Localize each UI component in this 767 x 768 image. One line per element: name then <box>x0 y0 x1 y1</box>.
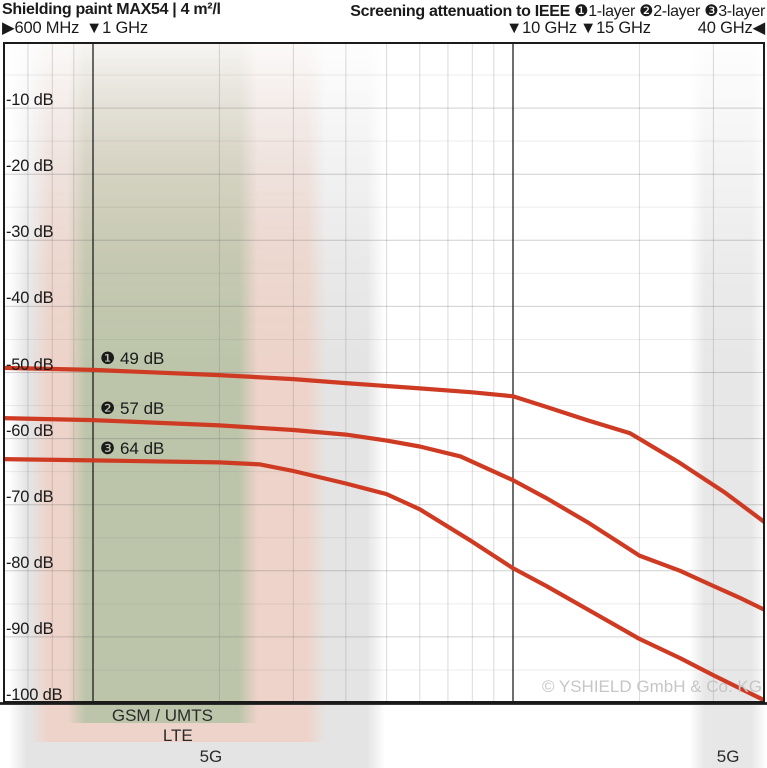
y-tick--80db: -80 dB <box>6 553 54 572</box>
band-5g-mmwave <box>689 42 767 768</box>
y-tick--50db: -50 dB <box>6 355 54 374</box>
chart-title-left: Shielding paint MAX54 | 4 m²/l <box>2 1 221 18</box>
freq-marker-1ghz: ▼1 GHz <box>86 19 148 37</box>
band-label-5g-mmwave: 5G <box>716 747 740 766</box>
chart-title-legend: ❶1-layer ❷2-layer ❸3-layer <box>574 3 765 20</box>
chart-title-right-bold: Screening attenuation to IEEE <box>350 3 575 20</box>
y-tick--60db: -60 dB <box>6 421 54 440</box>
annotation-3-layer: ❸ 64 dB <box>100 439 165 459</box>
curve-2-layer <box>3 416 765 613</box>
band-label-5g-sub-6: 5G <box>199 747 223 766</box>
band-label-lte: LTE <box>162 726 193 745</box>
y-tick--70db: -70 dB <box>6 487 54 506</box>
curve-1-layer <box>3 365 765 526</box>
freq-marker-15ghz: ▼15 GHz <box>579 19 651 37</box>
y-tick--40db: -40 dB <box>6 289 54 308</box>
y-tick--10db: -10 dB <box>6 91 54 110</box>
freq-marker-0_6ghz: ▶600 MHz <box>2 19 80 37</box>
band-gsm-umts <box>67 42 258 723</box>
y-tick--20db: -20 dB <box>6 157 54 176</box>
y-tick--30db: -30 dB <box>6 223 54 242</box>
chart-title-right: Screening attenuation to IEEE ❶1-layer ❷… <box>350 1 765 21</box>
freq-marker-10ghz: ▼10 GHz <box>506 19 577 37</box>
band-label-gsm-umts: GSM / UMTS <box>111 706 213 725</box>
annotation-2-layer: ❷ 57 dB <box>100 399 165 419</box>
title-row: Shielding paint MAX54 | 4 m²/l Screening… <box>2 1 765 21</box>
y-tick--100db: -100 dB <box>6 686 63 704</box>
curve-3-layer <box>3 457 765 702</box>
annotation-1-layer: ❶ 49 dB <box>100 348 165 368</box>
y-tick--90db: -90 dB <box>6 619 54 638</box>
freq-marker-40ghz: 40 GHz◀ <box>697 19 765 37</box>
watermark: © YSHIELD GmbH & Co. KG <box>541 677 762 696</box>
